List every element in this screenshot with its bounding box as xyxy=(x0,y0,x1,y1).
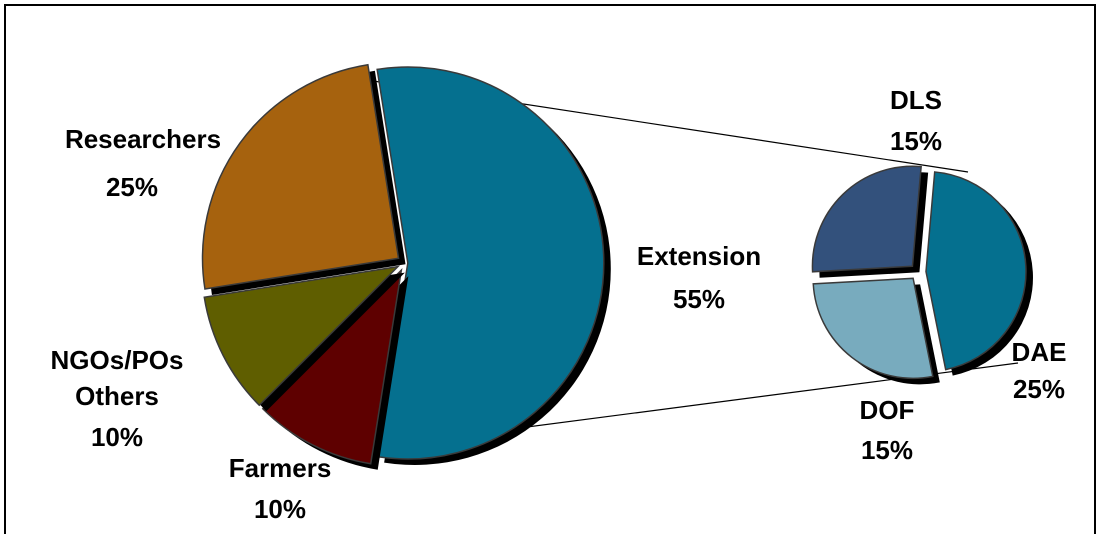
main-slice-researchers-fill xyxy=(201,63,400,290)
slice-value-farmers: 10% xyxy=(254,494,306,524)
sub-slice-dae-fill xyxy=(925,171,1027,371)
sub-pie xyxy=(811,165,1033,385)
slice-label-dae: DAE xyxy=(1012,337,1067,367)
slice-label-extension: Extension xyxy=(637,241,761,271)
main-slice-extension-fill xyxy=(376,66,605,460)
main-slice-researchers xyxy=(201,63,406,295)
main-pie xyxy=(201,63,611,470)
slice-value-dls: 15% xyxy=(890,126,942,156)
slice-label-dof: DOF xyxy=(860,395,915,425)
slice-label-farmers: Farmers xyxy=(229,453,332,483)
slice-label-researchers: Researchers xyxy=(65,124,221,154)
main-slice-farmers xyxy=(261,267,409,470)
slice-value-dof: 15% xyxy=(861,435,913,465)
sub-slice-dof xyxy=(812,277,940,385)
sub-slice-dof-fill xyxy=(812,277,934,380)
slice-label-ngos-line2: Others xyxy=(75,381,159,411)
main-slice-ngos-pos-others xyxy=(203,265,405,412)
chart-frame xyxy=(4,4,1096,534)
slice-value-ngos: 10% xyxy=(91,422,143,452)
main-slice-farmers-fill xyxy=(261,267,403,465)
sub-slice-dae xyxy=(925,171,1033,376)
slice-value-extension: 55% xyxy=(673,284,725,314)
sub-slice-dls-fill xyxy=(811,165,922,273)
sub-slice-dls xyxy=(811,165,929,278)
slice-value-researchers: 25% xyxy=(106,172,158,202)
main-slice-extension xyxy=(376,66,611,465)
slice-label-dls: DLS xyxy=(890,85,942,115)
main-slice-ngos-pos-others-fill xyxy=(203,265,401,407)
slice-label-ngos-line1: NGOs/POs xyxy=(51,345,184,375)
slice-value-dae: 25% xyxy=(1013,374,1065,404)
